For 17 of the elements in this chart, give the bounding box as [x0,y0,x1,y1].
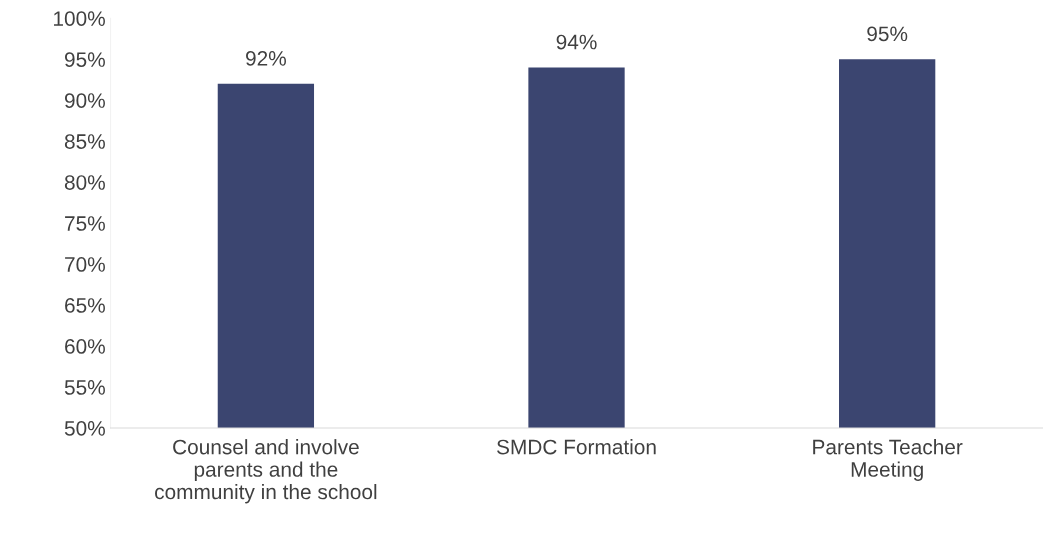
y-tick-label: 65% [65,298,105,313]
y-tick-label: 100% [54,11,105,26]
data-label: 94% [556,34,597,50]
y-tick-label: 80% [64,175,105,190]
y-tick-label: 55% [64,380,105,395]
y-tick-label: 95% [64,52,105,67]
y-tick-label: 75% [65,216,105,231]
y-tick-label: 50% [64,421,105,436]
y-tick-label: 70% [65,257,105,272]
x-tick-label: Counsel and involve parents and the community in the school [155,439,377,504]
x-tick-label: Parents Teacher Meeting [813,439,963,481]
x-tick-label: SMDC Formation [497,439,656,455]
y-tick-label: 90% [64,93,105,108]
y-tick-label: 85% [64,134,105,149]
data-label: 95% [867,26,908,42]
y-tick-label: 60% [65,339,105,354]
data-label: 92% [246,51,286,66]
